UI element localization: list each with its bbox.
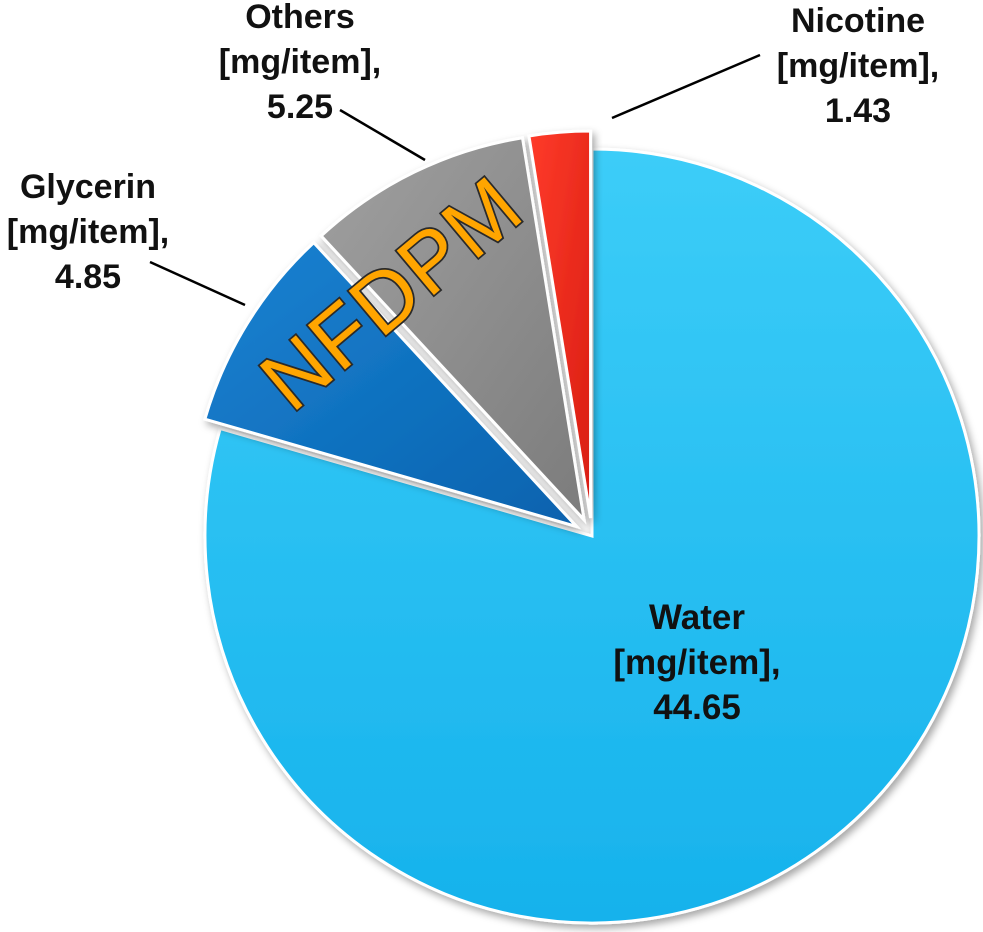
label-nicotine-unit: [mg/item], [777,47,939,85]
label-others-value: 5.25 [267,88,333,126]
label-water-value: 44.65 [653,688,741,727]
pie-slice-nicotine [527,129,593,519]
data-label-nicotine: Nicotine [mg/item], 1.43 [777,2,939,130]
pie-slices [203,129,981,925]
pie-slice-others [319,136,587,525]
label-nicotine-name: Nicotine [791,2,925,40]
label-glycerin-name: Glycerin [20,168,156,206]
label-water-name: Water [649,598,745,637]
data-label-glycerin: Glycerin [mg/item], 4.85 [7,168,169,296]
pie-slice-water [203,147,981,925]
data-label-others: Others [mg/item], 5.25 [219,0,381,126]
data-label-water: Water [mg/item], 44.65 [613,598,780,727]
label-glycerin-unit: [mg/item], [7,213,169,251]
label-others-unit: [mg/item], [219,43,381,81]
leader-line-nicotine [611,53,761,120]
label-glycerin-value: 4.85 [55,258,121,296]
pie-slice-glycerin [203,240,582,530]
label-nicotine-value: 1.43 [825,92,891,130]
label-others-name: Others [245,0,355,36]
leader-line-others [339,108,426,162]
leader-line-glycerin [149,260,246,307]
label-water-unit: [mg/item], [613,643,780,682]
